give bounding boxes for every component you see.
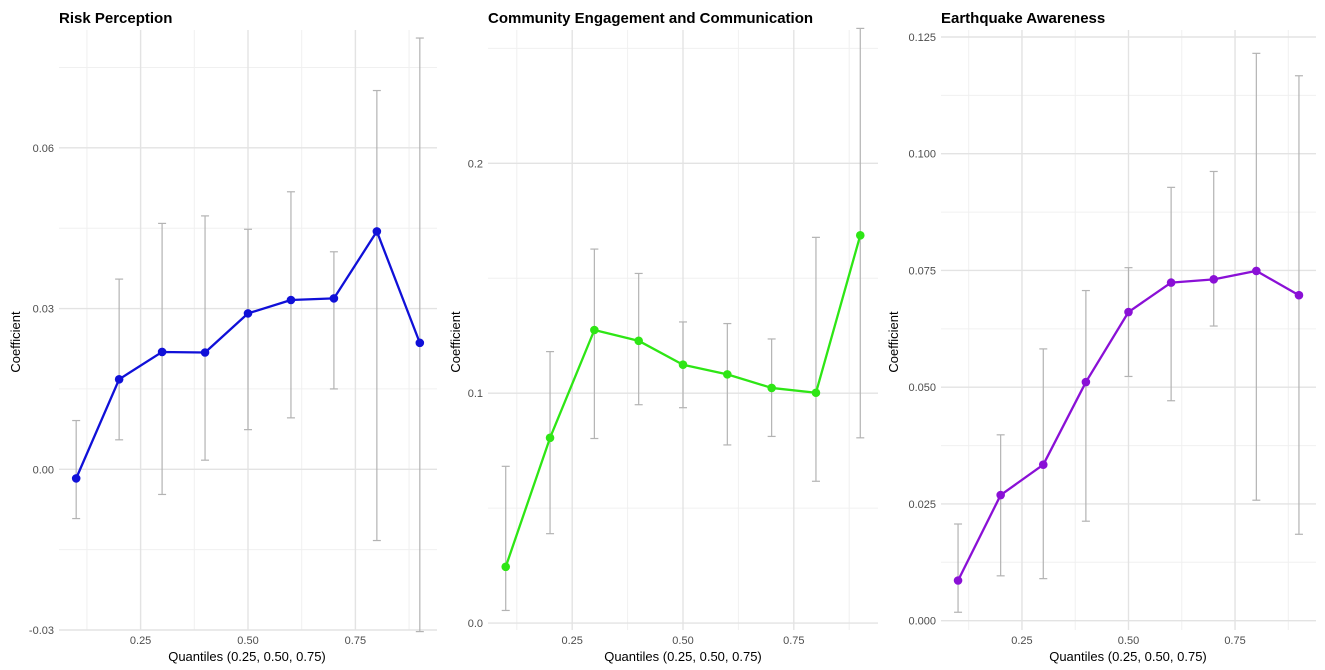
grid-layer xyxy=(488,30,878,630)
data-point xyxy=(996,490,1005,500)
data-point xyxy=(590,325,599,335)
x-axis-label: Quantiles (0.25, 0.50, 0.75) xyxy=(1049,649,1207,664)
y-tick-label: 0.2 xyxy=(468,158,483,170)
y-axis-label: Coefficient xyxy=(886,311,901,373)
y-tick-labels: 0.0 0.1 0.2 xyxy=(468,158,483,630)
x-tick-label: 0.25 xyxy=(1011,635,1032,647)
y-tick-label: 0.100 xyxy=(908,149,936,161)
x-tick-label: 0.75 xyxy=(1224,635,1245,647)
panel-risk-perception: Risk Perception -0.030.000.030.06 0.25 0.… xyxy=(8,10,437,664)
data-point xyxy=(157,347,167,357)
data-point-layer xyxy=(501,230,865,572)
y-tick-label: 0.00 xyxy=(33,464,54,476)
x-tick-label: 0.25 xyxy=(561,635,582,647)
x-tick-labels: 0.25 0.50 0.75 xyxy=(130,635,366,647)
y-axis-label: Coefficient xyxy=(8,311,23,373)
y-tick-label: 0.03 xyxy=(33,304,54,316)
x-tick-label: 0.50 xyxy=(237,635,258,647)
x-tick-label: 0.75 xyxy=(783,635,804,647)
grid-layer xyxy=(941,30,1316,630)
y-tick-label: 0.075 xyxy=(908,265,936,277)
panel-earthquake-awareness: Earthquake Awareness 0.000 0.025 0.050 0.07… xyxy=(886,10,1316,664)
data-point xyxy=(501,562,511,572)
y-tick-label: 0.025 xyxy=(908,499,936,511)
data-point xyxy=(1081,377,1091,387)
y-tick-label: 0.050 xyxy=(908,382,936,394)
y-tick-label: 0.125 xyxy=(908,32,936,44)
x-tick-label: 0.50 xyxy=(1118,635,1139,647)
data-point-layer xyxy=(71,227,425,483)
x-tick-labels: 0.25 0.50 0.75 xyxy=(1011,635,1245,647)
data-point xyxy=(678,360,688,370)
y-tick-label: 0.1 xyxy=(468,388,483,400)
panel-title: Earthquake Awareness xyxy=(941,10,1105,27)
panel-title: Community Engagement and Communication xyxy=(488,10,813,27)
y-tick-label: -0.03 xyxy=(29,625,54,637)
y-tick-labels: -0.03 0.00 0.03 0.06 xyxy=(29,143,54,637)
data-point xyxy=(372,227,382,236)
y-tick-label: 0.06 xyxy=(33,143,54,155)
data-point xyxy=(1209,275,1219,284)
data-point xyxy=(767,383,776,393)
data-point xyxy=(200,348,210,357)
data-point xyxy=(1166,278,1176,287)
data-point xyxy=(243,309,253,318)
data-point xyxy=(723,370,732,379)
data-point xyxy=(71,474,81,483)
x-axis-label: Quantiles (0.25, 0.50, 0.75) xyxy=(604,649,762,664)
data-point xyxy=(329,294,339,303)
data-point xyxy=(286,295,296,305)
x-tick-label: 0.75 xyxy=(345,635,366,647)
x-tick-labels: 0.25 0.50 0.75 xyxy=(561,635,804,647)
error-bar-layer xyxy=(72,37,424,633)
data-point xyxy=(1038,460,1048,470)
data-point xyxy=(415,338,425,348)
data-point xyxy=(855,230,865,240)
x-axis-label: Quantiles (0.25, 0.50, 0.75) xyxy=(168,649,326,664)
x-tick-label: 0.25 xyxy=(130,635,151,647)
y-tick-label: 0.0 xyxy=(468,618,483,630)
data-point xyxy=(811,388,821,398)
data-point xyxy=(114,374,124,384)
y-tick-label: 0.000 xyxy=(908,616,936,628)
y-axis-label: Coefficient xyxy=(448,311,463,373)
x-tick-label: 0.50 xyxy=(672,635,693,647)
data-point xyxy=(545,433,555,443)
data-point xyxy=(634,336,643,346)
data-point xyxy=(1252,266,1261,276)
data-point xyxy=(1124,307,1133,317)
panel-community-engagement: Community Engagement and Communication 0… xyxy=(448,10,878,664)
data-point xyxy=(1294,290,1304,300)
data-point-layer xyxy=(953,266,1304,585)
panel-title: Risk Perception xyxy=(59,10,172,27)
y-tick-labels: 0.000 0.025 0.050 0.075 0.100 0.125 xyxy=(908,32,936,628)
data-point xyxy=(953,576,963,585)
